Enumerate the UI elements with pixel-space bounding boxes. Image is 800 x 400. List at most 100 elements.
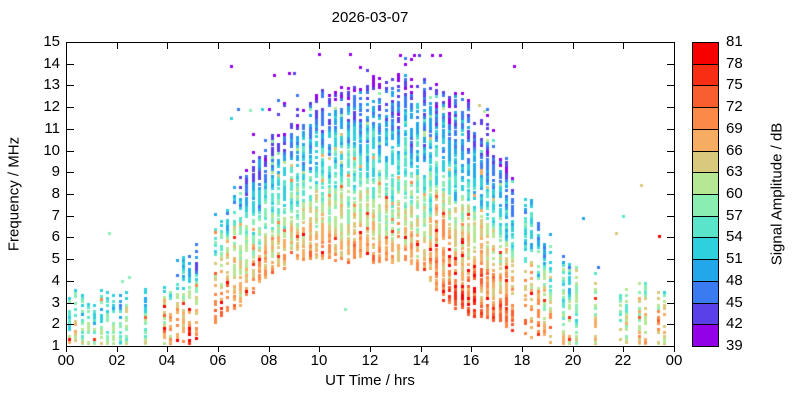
x-tick-label: 02 [108, 352, 126, 369]
y-tick-label: 1 [51, 337, 60, 354]
colorbar-band [693, 281, 718, 304]
colorbar-tick-label: 63 [726, 163, 743, 181]
x-tick-mark-top [674, 43, 675, 49]
colorbar-tick-label: 42 [726, 315, 743, 333]
colorbar-band [693, 151, 718, 174]
y-tick-mark-right [667, 42, 674, 43]
colorbar-label: Signal Amplitude / dB [768, 122, 786, 266]
colorbar-tick-label: 45 [726, 293, 743, 311]
x-tick-mark-top [573, 43, 574, 49]
y-tick-label: 4 [51, 272, 60, 289]
y-axis-label: Frequency / MHz [5, 136, 23, 252]
y-tick-mark [67, 194, 74, 195]
x-tick-label: 04 [158, 352, 176, 369]
y-tick-mark [67, 85, 74, 86]
colorbar-tick-label: 48 [726, 271, 743, 289]
colorbar [692, 42, 719, 347]
y-tick-mark-right [667, 64, 674, 65]
y-tick-label: 9 [51, 163, 60, 180]
y-tick-mark [67, 324, 74, 325]
x-tick-label: 14 [412, 352, 430, 369]
y-tick-mark-right [667, 129, 674, 130]
colorbar-tick-label: 51 [726, 250, 743, 268]
colorbar-tick-label: 69 [726, 119, 743, 137]
y-tick-mark-right [667, 151, 674, 152]
x-tick-label: 00 [665, 352, 683, 369]
colorbar-band [693, 195, 718, 217]
y-tick-mark [67, 259, 74, 260]
colorbar-band [693, 303, 718, 326]
x-tick-label: 16 [462, 352, 480, 369]
x-axis-label: UT Time / hrs [325, 372, 415, 389]
y-tick-mark [67, 237, 74, 238]
y-tick-label: 11 [44, 120, 60, 137]
colorbar-band [693, 64, 718, 87]
x-tick-mark-top [623, 43, 624, 49]
colorbar-tick-label: 57 [726, 206, 743, 224]
x-tick-mark [66, 346, 67, 352]
colorbar-band [693, 260, 718, 282]
x-tick-mark [370, 346, 371, 352]
colorbar-band [693, 216, 718, 239]
colorbar-band [693, 108, 718, 130]
colorbar-band [693, 129, 718, 152]
x-tick-label: 22 [614, 352, 632, 369]
y-tick-label: 13 [43, 76, 60, 93]
x-tick-mark [471, 346, 472, 352]
colorbar-tick-label: 81 [726, 33, 743, 50]
x-tick-mark-top [167, 43, 168, 49]
y-tick-label: 6 [51, 228, 60, 245]
colorbar-band [693, 86, 718, 109]
x-tick-mark-top [117, 43, 118, 49]
x-tick-mark [218, 346, 219, 352]
y-tick-label: 7 [51, 207, 60, 224]
plot-frame [66, 42, 675, 347]
x-tick-mark-top [370, 43, 371, 49]
colorbar-tick-label: 66 [726, 141, 743, 159]
x-tick-mark-top [218, 43, 219, 49]
y-tick-label: 12 [43, 98, 60, 115]
x-tick-mark [421, 346, 422, 352]
y-tick-mark-right [667, 281, 674, 282]
y-tick-mark [67, 303, 74, 304]
x-tick-mark [269, 346, 270, 352]
x-tick-label: 00 [57, 352, 75, 369]
y-tick-mark-right [667, 303, 674, 304]
colorbar-tick-label: 54 [726, 228, 743, 246]
x-tick-mark [522, 346, 523, 352]
y-tick-mark-right [667, 172, 674, 173]
colorbar-band [693, 325, 718, 347]
x-tick-label: 08 [260, 352, 278, 369]
y-tick-label: 2 [51, 315, 60, 332]
x-tick-label: 12 [361, 352, 379, 369]
y-tick-mark-right [667, 107, 674, 108]
y-tick-label: 14 [43, 55, 60, 72]
x-tick-mark-top [269, 43, 270, 49]
y-tick-label: 5 [51, 250, 60, 267]
y-tick-mark-right [667, 324, 674, 325]
y-tick-mark [67, 281, 74, 282]
y-tick-mark [67, 346, 74, 347]
y-tick-mark [67, 151, 74, 152]
y-tick-label: 8 [51, 185, 60, 202]
colorbar-tick-label: 60 [726, 185, 743, 202]
y-tick-mark [67, 129, 74, 130]
y-tick-mark [67, 216, 74, 217]
x-tick-mark-top [421, 43, 422, 49]
y-tick-mark-right [667, 259, 674, 260]
x-tick-mark [573, 346, 574, 352]
x-tick-mark [319, 346, 320, 352]
y-tick-label: 3 [51, 294, 60, 311]
x-tick-mark [674, 346, 675, 352]
x-tick-label: 10 [310, 352, 328, 369]
y-tick-mark-right [667, 216, 674, 217]
x-tick-mark-top [522, 43, 523, 49]
y-tick-mark [67, 107, 74, 108]
x-tick-mark-top [319, 43, 320, 49]
y-tick-label: 15 [43, 33, 60, 50]
y-tick-mark [67, 64, 74, 65]
y-tick-mark-right [667, 85, 674, 86]
colorbar-band [693, 173, 718, 196]
